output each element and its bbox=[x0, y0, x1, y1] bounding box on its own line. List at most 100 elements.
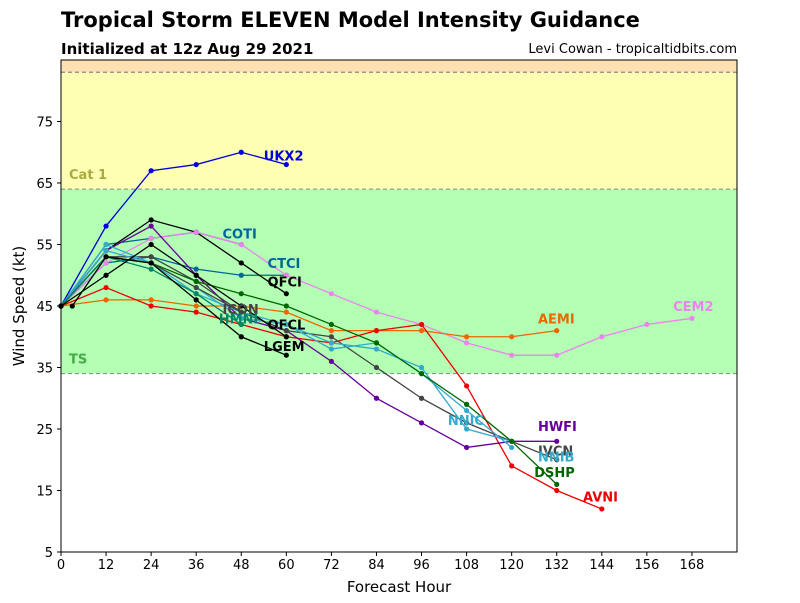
point-nnic bbox=[103, 248, 109, 254]
point-cem2 bbox=[689, 315, 695, 321]
point-hwfi bbox=[554, 438, 560, 444]
series-label-icon: ICON bbox=[222, 303, 258, 318]
point-icon bbox=[193, 284, 199, 291]
x-tick-label: 156 bbox=[634, 558, 659, 573]
series-label-ukx2: UKX2 bbox=[264, 149, 304, 164]
point-dshp bbox=[509, 438, 515, 444]
y-tick-label: 5 bbox=[45, 546, 53, 561]
point-qfci bbox=[283, 291, 289, 297]
point-lgem bbox=[238, 334, 244, 340]
point-avni bbox=[373, 328, 380, 334]
band-ts bbox=[61, 189, 737, 374]
point-avni bbox=[193, 309, 199, 315]
point-cem2 bbox=[509, 352, 515, 358]
point-hwfi bbox=[328, 358, 334, 364]
series-line-hwfi bbox=[60, 225, 557, 449]
point-ukx2 bbox=[193, 161, 199, 168]
point-hwfi bbox=[464, 444, 470, 451]
point-avni bbox=[418, 321, 425, 328]
point-ukx2 bbox=[103, 223, 109, 229]
intensity-bands bbox=[61, 60, 737, 374]
series-lines bbox=[58, 149, 695, 512]
point-dshp bbox=[328, 321, 334, 328]
point-cem2 bbox=[373, 309, 380, 315]
x-tick-label: 24 bbox=[143, 558, 160, 573]
point-qfci bbox=[238, 260, 244, 266]
point-nnib bbox=[103, 241, 109, 248]
point-hmni bbox=[193, 291, 199, 297]
chart-title: Tropical Storm ELEVEN Model Intensity Gu… bbox=[61, 8, 640, 32]
point-hmni bbox=[148, 266, 154, 272]
point-nnic bbox=[509, 444, 515, 451]
point-ivcn bbox=[148, 254, 154, 260]
point-dshp bbox=[283, 303, 289, 309]
point-aemi bbox=[418, 328, 425, 334]
point-avni bbox=[554, 487, 560, 494]
point-cem2 bbox=[193, 229, 199, 235]
x-tick-label: 144 bbox=[589, 558, 614, 573]
point-nnic bbox=[464, 407, 470, 414]
point-dshp bbox=[238, 291, 244, 297]
point-dshp bbox=[554, 481, 560, 487]
y-tick-label: 35 bbox=[36, 362, 53, 377]
point-hwfi bbox=[373, 395, 380, 401]
point-lgem bbox=[148, 260, 154, 266]
chart-credit: Levi Cowan - tropicaltidbits.com bbox=[528, 42, 737, 57]
point-hwfi bbox=[148, 223, 154, 229]
point-cem2 bbox=[238, 241, 244, 248]
x-tick-label: 12 bbox=[98, 558, 115, 573]
series-label-avni: AVNI bbox=[583, 491, 618, 506]
series-line-lgem bbox=[71, 256, 287, 356]
point-nnib bbox=[373, 346, 380, 352]
chart-subtitle: Initialized at 12z Aug 29 2021 bbox=[61, 40, 314, 58]
point-ivcn bbox=[283, 328, 289, 334]
x-tick-label: 132 bbox=[544, 558, 569, 573]
point-ofcl bbox=[148, 241, 154, 248]
x-axis-ticks: 0 12 24 36 48 60 72 84 96 108 120 132 144 156 168 bbox=[57, 552, 704, 573]
point-hmni bbox=[238, 321, 244, 328]
point-ofcl bbox=[238, 303, 244, 309]
point-avni bbox=[103, 284, 109, 291]
band-labels: TS Cat 1 bbox=[69, 168, 107, 368]
y-tick-label: 45 bbox=[36, 300, 53, 315]
point-ivcn bbox=[418, 395, 425, 401]
point-cem2 bbox=[328, 291, 334, 297]
point-ivcn bbox=[373, 364, 380, 371]
point-lgem bbox=[69, 303, 75, 309]
point-avni bbox=[464, 383, 470, 389]
point-lgem bbox=[193, 297, 199, 303]
point-aemi bbox=[148, 297, 154, 303]
series-label-hwfi: HWFI bbox=[538, 420, 577, 435]
point-qfci bbox=[148, 217, 154, 223]
x-tick-label: 120 bbox=[499, 558, 524, 573]
series-label-ofcl: OFCL bbox=[268, 318, 306, 333]
point-dshp bbox=[418, 371, 425, 377]
x-tick-label: 72 bbox=[323, 558, 340, 573]
x-tick-label: 60 bbox=[278, 558, 295, 573]
point-dshp bbox=[193, 278, 199, 284]
point-cem2 bbox=[554, 352, 560, 358]
series-line-ofcl bbox=[60, 243, 287, 338]
band-label: Cat 1 bbox=[69, 168, 107, 183]
series-label-ctci: CTCI bbox=[268, 257, 301, 272]
point-ofcl bbox=[283, 334, 289, 340]
point-aemi bbox=[509, 334, 515, 340]
point-avni bbox=[148, 303, 154, 309]
point-icon bbox=[238, 309, 244, 315]
threshold-lines bbox=[61, 71, 737, 375]
band-cat-1 bbox=[61, 72, 737, 190]
point-lgem bbox=[103, 254, 109, 260]
y-tick-label: 65 bbox=[36, 177, 53, 192]
point-dshp bbox=[464, 401, 470, 407]
point-cem2 bbox=[283, 272, 289, 278]
point-cem2 bbox=[644, 321, 650, 328]
point-ivcn bbox=[464, 420, 470, 426]
x-tick-label: 108 bbox=[454, 558, 479, 573]
point-ctci bbox=[193, 266, 199, 272]
point-nnib bbox=[464, 426, 470, 432]
x-tick-label: 48 bbox=[233, 558, 250, 573]
point-nnic bbox=[328, 346, 334, 352]
y-tick-label: 15 bbox=[36, 485, 53, 500]
point-nnic bbox=[283, 321, 289, 328]
